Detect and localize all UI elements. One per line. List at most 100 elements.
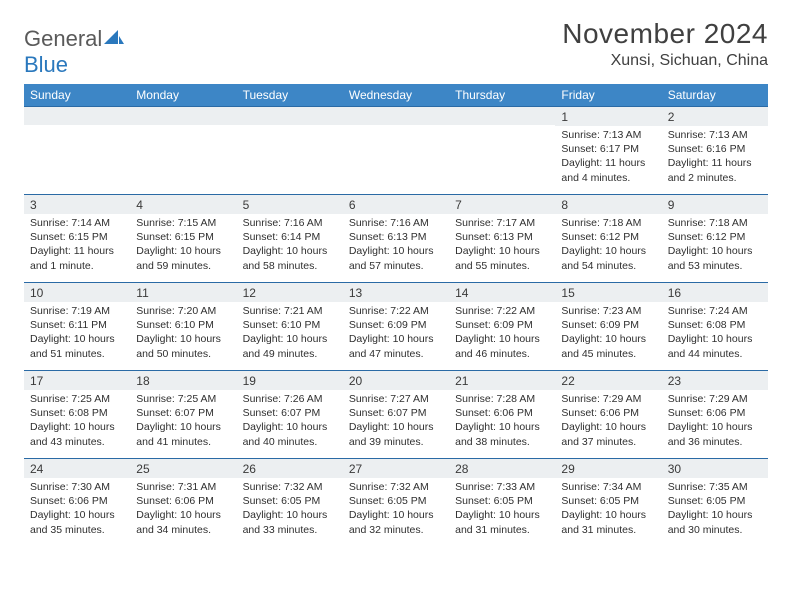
sunset-text: Sunset: 6:15 PM xyxy=(136,230,230,244)
sunset-text: Sunset: 6:05 PM xyxy=(455,494,549,508)
daylight-text: Daylight: 10 hours and 35 minutes. xyxy=(30,508,124,536)
calendar-cell: 19Sunrise: 7:26 AMSunset: 6:07 PMDayligh… xyxy=(237,371,343,459)
calendar-table: Sunday Monday Tuesday Wednesday Thursday… xyxy=(24,84,768,547)
sunrise-text: Sunrise: 7:22 AM xyxy=(455,304,549,318)
day-details: Sunrise: 7:29 AMSunset: 6:06 PMDaylight:… xyxy=(662,390,768,453)
sunrise-text: Sunrise: 7:29 AM xyxy=(668,392,762,406)
sunset-text: Sunset: 6:15 PM xyxy=(30,230,124,244)
sunset-text: Sunset: 6:07 PM xyxy=(243,406,337,420)
sunset-text: Sunset: 6:12 PM xyxy=(668,230,762,244)
day-number xyxy=(449,107,555,125)
day-number: 21 xyxy=(449,371,555,390)
sunrise-text: Sunrise: 7:33 AM xyxy=(455,480,549,494)
sunset-text: Sunset: 6:08 PM xyxy=(668,318,762,332)
day-number: 15 xyxy=(555,283,661,302)
daylight-text: Daylight: 10 hours and 31 minutes. xyxy=(561,508,655,536)
calendar-cell: 13Sunrise: 7:22 AMSunset: 6:09 PMDayligh… xyxy=(343,283,449,371)
calendar-cell: 22Sunrise: 7:29 AMSunset: 6:06 PMDayligh… xyxy=(555,371,661,459)
day-details: Sunrise: 7:32 AMSunset: 6:05 PMDaylight:… xyxy=(343,478,449,541)
day-number: 23 xyxy=(662,371,768,390)
sunrise-text: Sunrise: 7:15 AM xyxy=(136,216,230,230)
brand-part1: General xyxy=(24,26,102,51)
calendar-cell: 24Sunrise: 7:30 AMSunset: 6:06 PMDayligh… xyxy=(24,459,130,547)
sunrise-text: Sunrise: 7:35 AM xyxy=(668,480,762,494)
sunrise-text: Sunrise: 7:34 AM xyxy=(561,480,655,494)
sunset-text: Sunset: 6:05 PM xyxy=(668,494,762,508)
day-details: Sunrise: 7:24 AMSunset: 6:08 PMDaylight:… xyxy=(662,302,768,365)
sunset-text: Sunset: 6:09 PM xyxy=(349,318,443,332)
sunset-text: Sunset: 6:06 PM xyxy=(455,406,549,420)
sunset-text: Sunset: 6:05 PM xyxy=(561,494,655,508)
day-number: 20 xyxy=(343,371,449,390)
daylight-text: Daylight: 11 hours and 1 minute. xyxy=(30,244,124,272)
weekday-header-row: Sunday Monday Tuesday Wednesday Thursday… xyxy=(24,84,768,107)
day-number: 28 xyxy=(449,459,555,478)
sunset-text: Sunset: 6:14 PM xyxy=(243,230,337,244)
sunrise-text: Sunrise: 7:18 AM xyxy=(561,216,655,230)
sunrise-text: Sunrise: 7:31 AM xyxy=(136,480,230,494)
day-number xyxy=(237,107,343,125)
calendar-week-row: 1Sunrise: 7:13 AMSunset: 6:17 PMDaylight… xyxy=(24,107,768,195)
daylight-text: Daylight: 10 hours and 47 minutes. xyxy=(349,332,443,360)
day-details: Sunrise: 7:27 AMSunset: 6:07 PMDaylight:… xyxy=(343,390,449,453)
sunrise-text: Sunrise: 7:20 AM xyxy=(136,304,230,318)
calendar-cell: 16Sunrise: 7:24 AMSunset: 6:08 PMDayligh… xyxy=(662,283,768,371)
sunrise-text: Sunrise: 7:27 AM xyxy=(349,392,443,406)
sunrise-text: Sunrise: 7:19 AM xyxy=(30,304,124,318)
sunrise-text: Sunrise: 7:23 AM xyxy=(561,304,655,318)
daylight-text: Daylight: 10 hours and 45 minutes. xyxy=(561,332,655,360)
day-details: Sunrise: 7:13 AMSunset: 6:16 PMDaylight:… xyxy=(662,126,768,189)
daylight-text: Daylight: 10 hours and 53 minutes. xyxy=(668,244,762,272)
sunset-text: Sunset: 6:10 PM xyxy=(136,318,230,332)
header: General Blue November 2024 Xunsi, Sichua… xyxy=(24,18,768,78)
daylight-text: Daylight: 10 hours and 32 minutes. xyxy=(349,508,443,536)
day-number: 8 xyxy=(555,195,661,214)
daylight-text: Daylight: 10 hours and 46 minutes. xyxy=(455,332,549,360)
day-details: Sunrise: 7:21 AMSunset: 6:10 PMDaylight:… xyxy=(237,302,343,365)
day-details: Sunrise: 7:34 AMSunset: 6:05 PMDaylight:… xyxy=(555,478,661,541)
daylight-text: Daylight: 10 hours and 41 minutes. xyxy=(136,420,230,448)
calendar-cell: 12Sunrise: 7:21 AMSunset: 6:10 PMDayligh… xyxy=(237,283,343,371)
weekday-header: Wednesday xyxy=(343,84,449,107)
calendar-cell: 6Sunrise: 7:16 AMSunset: 6:13 PMDaylight… xyxy=(343,195,449,283)
daylight-text: Daylight: 10 hours and 50 minutes. xyxy=(136,332,230,360)
calendar-cell: 3Sunrise: 7:14 AMSunset: 6:15 PMDaylight… xyxy=(24,195,130,283)
day-number xyxy=(130,107,236,125)
day-details: Sunrise: 7:31 AMSunset: 6:06 PMDaylight:… xyxy=(130,478,236,541)
calendar-cell xyxy=(449,107,555,195)
calendar-week-row: 10Sunrise: 7:19 AMSunset: 6:11 PMDayligh… xyxy=(24,283,768,371)
day-details: Sunrise: 7:33 AMSunset: 6:05 PMDaylight:… xyxy=(449,478,555,541)
day-number: 6 xyxy=(343,195,449,214)
daylight-text: Daylight: 10 hours and 43 minutes. xyxy=(30,420,124,448)
daylight-text: Daylight: 10 hours and 39 minutes. xyxy=(349,420,443,448)
weekday-header: Saturday xyxy=(662,84,768,107)
day-number: 4 xyxy=(130,195,236,214)
weekday-header: Tuesday xyxy=(237,84,343,107)
brand-text: General Blue xyxy=(24,26,124,78)
sunrise-text: Sunrise: 7:17 AM xyxy=(455,216,549,230)
day-number: 9 xyxy=(662,195,768,214)
calendar-cell: 29Sunrise: 7:34 AMSunset: 6:05 PMDayligh… xyxy=(555,459,661,547)
day-number: 25 xyxy=(130,459,236,478)
calendar-cell: 26Sunrise: 7:32 AMSunset: 6:05 PMDayligh… xyxy=(237,459,343,547)
day-number: 1 xyxy=(555,107,661,126)
daylight-text: Daylight: 10 hours and 59 minutes. xyxy=(136,244,230,272)
calendar-cell: 8Sunrise: 7:18 AMSunset: 6:12 PMDaylight… xyxy=(555,195,661,283)
sunrise-text: Sunrise: 7:28 AM xyxy=(455,392,549,406)
sunrise-text: Sunrise: 7:29 AM xyxy=(561,392,655,406)
daylight-text: Daylight: 11 hours and 4 minutes. xyxy=(561,156,655,184)
sunrise-text: Sunrise: 7:26 AM xyxy=(243,392,337,406)
sunset-text: Sunset: 6:12 PM xyxy=(561,230,655,244)
day-number: 5 xyxy=(237,195,343,214)
sunset-text: Sunset: 6:13 PM xyxy=(455,230,549,244)
day-details: Sunrise: 7:13 AMSunset: 6:17 PMDaylight:… xyxy=(555,126,661,189)
sunset-text: Sunset: 6:09 PM xyxy=(455,318,549,332)
daylight-text: Daylight: 10 hours and 34 minutes. xyxy=(136,508,230,536)
day-number: 29 xyxy=(555,459,661,478)
day-number: 10 xyxy=(24,283,130,302)
daylight-text: Daylight: 10 hours and 30 minutes. xyxy=(668,508,762,536)
sail-icon xyxy=(104,26,124,52)
daylight-text: Daylight: 10 hours and 33 minutes. xyxy=(243,508,337,536)
day-details: Sunrise: 7:17 AMSunset: 6:13 PMDaylight:… xyxy=(449,214,555,277)
sunset-text: Sunset: 6:06 PM xyxy=(136,494,230,508)
